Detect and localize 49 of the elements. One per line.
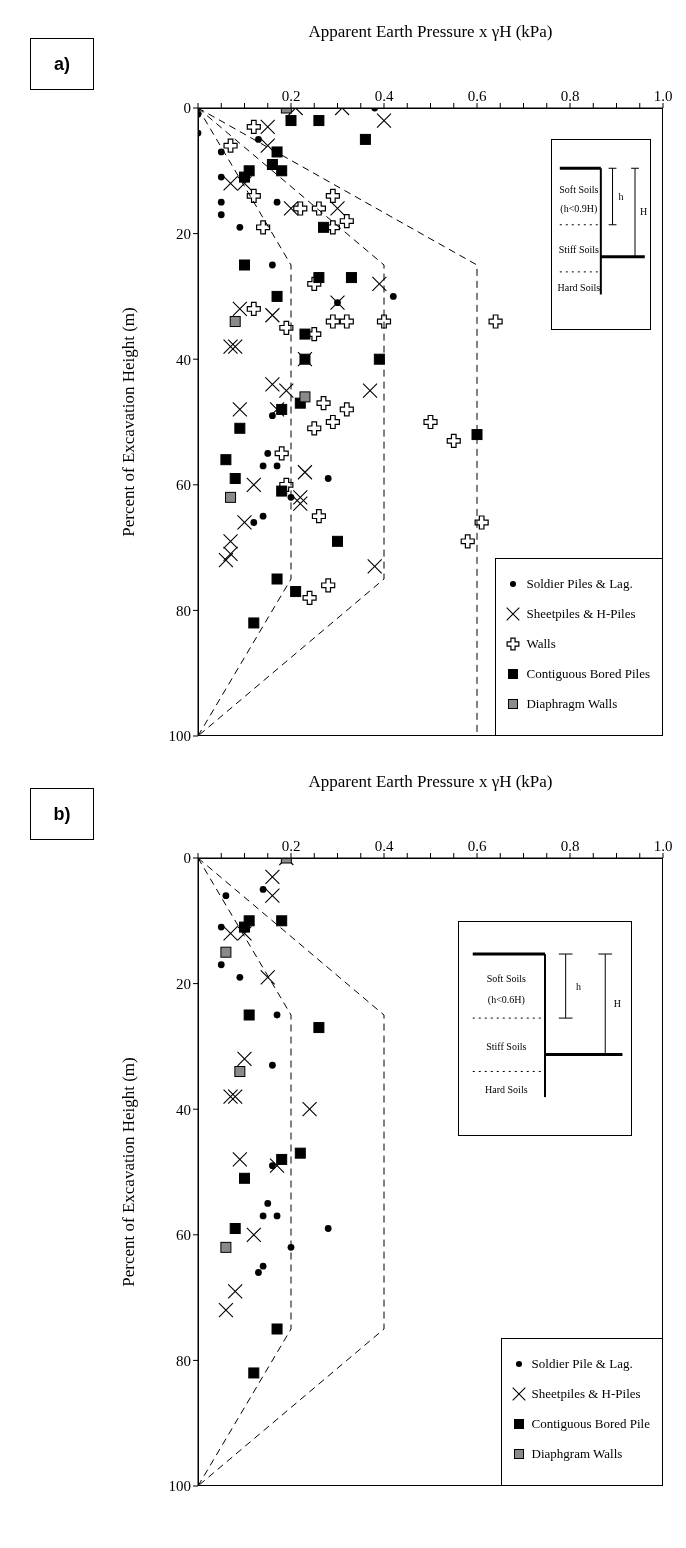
y-tick-label: 20 (176, 225, 191, 242)
legend-label: Diaphragm Walls (526, 696, 618, 712)
annotation: Soft Soils (559, 184, 599, 196)
y-axis-title: Percent of Excavation Height (m) (119, 1057, 139, 1287)
x-tick-label: 1.0 (653, 88, 673, 104)
x-tick-label: 0.4 (374, 88, 394, 104)
legend-label: Sheetpiles & H-Piles (526, 606, 636, 622)
chart-title: b) (30, 788, 94, 840)
annotation: H (640, 206, 648, 218)
y-axis-title: Percent of Excavation Height (m) (119, 307, 139, 537)
x-axis-title: Apparent Earth Pressure x γH (kPa) (307, 772, 554, 792)
y-tick-label: 80 (176, 602, 191, 619)
y-tick-label: 40 (176, 1101, 191, 1118)
y-tick-label: 0 (183, 850, 191, 867)
chart-title: a) (30, 38, 94, 90)
y-tick-label: 20 (176, 975, 191, 992)
x-axis-title: Apparent Earth Pressure x γH (kPa) (307, 22, 554, 42)
x-tick-label: 0.6 (467, 838, 487, 854)
annotation: h (618, 191, 624, 203)
legend-label: Soldier Piles & Lag. (526, 576, 633, 592)
legend-label: Walls (526, 636, 556, 652)
legend-label: Diaphgram Walls (531, 1446, 623, 1462)
annotation: (h<0.6H) (488, 993, 526, 1006)
legend-label: Soldier Pile & Lag. (531, 1356, 633, 1372)
x-tick-label: 1.0 (653, 838, 673, 854)
x-tick-label: 0.8 (560, 838, 580, 854)
annotation: Hard Soils (485, 1083, 529, 1095)
annotation: H (614, 998, 622, 1010)
x-tick-label: 0.8 (560, 88, 580, 104)
annotation: Hard Soils (557, 282, 601, 294)
legend-label: Sheetpiles & H-Piles (531, 1386, 641, 1402)
x-tick-label: 0.2 (281, 88, 301, 104)
x-tick-label: 0.2 (281, 838, 301, 854)
y-tick-label: 40 (176, 351, 191, 368)
y-tick-label: 60 (176, 477, 191, 494)
x-tick-label: 0.4 (374, 838, 394, 854)
x-tick-label: 0.6 (467, 88, 487, 104)
y-tick-label: 0 (183, 100, 191, 117)
y-tick-label: 60 (176, 1227, 191, 1244)
annotation: Stiff Soils (486, 1040, 527, 1052)
y-tick-label: 80 (176, 1352, 191, 1369)
y-tick-label: 100 (168, 1478, 191, 1495)
annotation: (h<0.9H) (560, 202, 598, 215)
annotation: h (576, 981, 582, 993)
legend-label: Contiguous Bored Pile (531, 1416, 650, 1432)
y-tick-label: 100 (168, 728, 191, 745)
annotation: Stiff Soils (559, 244, 600, 256)
annotation: Soft Soils (487, 972, 527, 984)
legend-label: Contiguous Bored Piles (526, 666, 650, 682)
